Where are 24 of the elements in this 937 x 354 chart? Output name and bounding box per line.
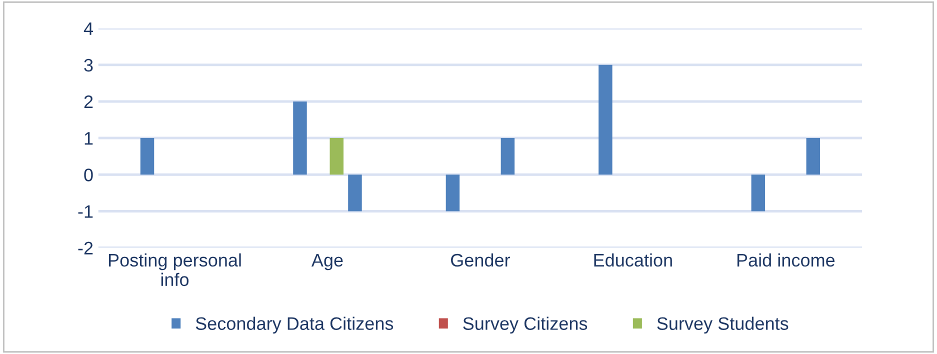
y-tick-label: 0 xyxy=(84,168,93,182)
bar xyxy=(806,138,820,175)
x-tick-label: Education xyxy=(594,253,672,267)
y-tick-label: -1 xyxy=(78,205,93,218)
x-tick-label: Posting personal info xyxy=(108,253,241,286)
x-tick-label: Paid income xyxy=(737,253,835,267)
y-tick-label: 3 xyxy=(84,58,93,72)
legend-label: Survey Citizens xyxy=(463,316,588,334)
bar xyxy=(140,138,154,175)
bar xyxy=(348,174,362,212)
bar xyxy=(293,101,307,175)
y-tick-label: 4 xyxy=(84,22,93,35)
legend-label: Secondary Data Citizens xyxy=(196,316,394,334)
bar xyxy=(330,138,344,175)
y-tick-label: -2 xyxy=(78,242,93,254)
bar xyxy=(751,174,766,212)
bar xyxy=(598,64,612,175)
bar xyxy=(500,138,515,175)
legend-label: Survey Students xyxy=(657,316,788,334)
y-tick-label: 1 xyxy=(84,132,93,145)
x-tick-label: Age xyxy=(311,254,343,270)
y-tick-label: 2 xyxy=(84,95,93,108)
x-tick-label: Gender xyxy=(451,253,510,267)
bar xyxy=(446,174,460,212)
